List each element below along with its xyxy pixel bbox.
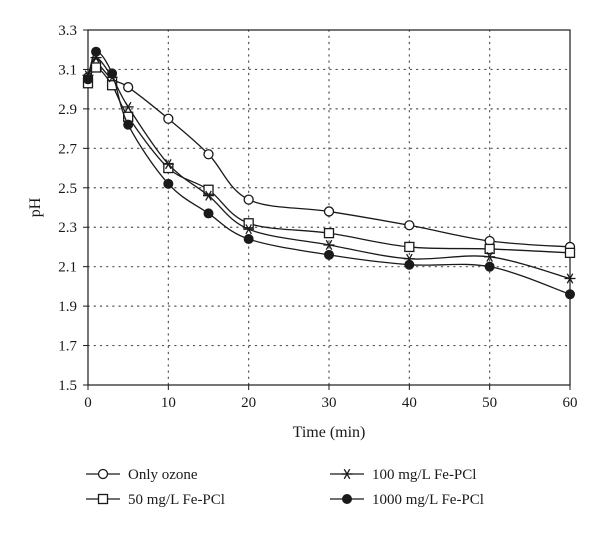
legend-label: 50 mg/L Fe-PCl <box>128 492 225 508</box>
legend-marker <box>97 493 109 505</box>
x-axis-title: Time (min) <box>293 424 366 441</box>
legend-marker <box>342 494 352 504</box>
x-tick-label: 50 <box>482 395 497 411</box>
data-point <box>203 208 214 219</box>
x-tick-label: 40 <box>402 395 417 411</box>
legend-marker <box>341 468 353 480</box>
x-axis: 0 10 20 30 40 50 60 <box>84 385 578 411</box>
data-point <box>203 184 214 195</box>
data-point <box>564 273 576 284</box>
y-axis-title: pH <box>27 197 44 217</box>
data-point <box>404 259 415 270</box>
data-point <box>243 234 254 245</box>
y-tick-label: 3.1 <box>58 62 77 78</box>
data-point <box>324 249 334 260</box>
legend-label: Only ozone <box>128 467 198 483</box>
data-point <box>323 227 335 239</box>
x-tick-label: 60 <box>563 395 578 411</box>
y-tick-label: 2.7 <box>58 141 77 157</box>
data-point <box>564 247 576 259</box>
data-point <box>163 178 174 189</box>
y-tick-label: 1.9 <box>58 299 77 315</box>
y-tick-label: 2.9 <box>58 102 77 118</box>
y-tick-label: 3.3 <box>58 23 77 39</box>
data-point <box>404 241 415 253</box>
series-4 <box>83 46 575 300</box>
data-point <box>203 149 214 160</box>
y-axis: 1.5 1.7 1.9 2.1 2.3 2.5 2.7 2.9 3.1 3.3 <box>58 23 88 394</box>
data-point <box>323 206 335 217</box>
y-tick-label: 1.7 <box>58 339 77 355</box>
data-point <box>91 46 102 57</box>
legend-item: Only ozone <box>86 467 198 483</box>
data-point <box>484 261 495 272</box>
data-point <box>123 82 134 93</box>
data-point <box>203 190 214 201</box>
data-point <box>484 243 495 255</box>
x-tick-label: 0 <box>84 395 92 411</box>
legend-label: 1000 mg/L Fe-PCl <box>372 492 484 508</box>
legend-item: 50 mg/L Fe-PCl <box>86 492 225 508</box>
legend-label: 100 mg/L Fe-PCl <box>372 467 476 483</box>
data-point <box>243 224 255 235</box>
legend-item: 1000 mg/L Fe-PCl <box>330 492 484 508</box>
data-point <box>122 101 134 113</box>
data-point <box>123 119 134 130</box>
y-tick-label: 2.3 <box>58 220 77 236</box>
data-point <box>83 74 93 85</box>
x-tick-label: 30 <box>322 395 337 411</box>
data-point <box>404 220 415 231</box>
data-point <box>243 194 254 205</box>
y-tick-label: 1.5 <box>58 378 77 394</box>
legend-item: 100 mg/L Fe-PCl <box>330 467 476 483</box>
data-point <box>163 113 174 124</box>
y-tick-label: 2.1 <box>58 260 77 276</box>
data-point <box>162 159 174 170</box>
data-point <box>323 239 335 251</box>
data-point <box>243 218 254 229</box>
y-tick-label: 2.5 <box>58 181 77 197</box>
data-point <box>90 62 102 73</box>
series-layer <box>82 46 576 300</box>
legend-marker <box>97 468 109 480</box>
legend: Only ozone 50 mg/L Fe-PCl 100 mg/L Fe-PCl 1… <box>86 467 484 508</box>
x-tick-label: 20 <box>241 395 256 411</box>
data-point <box>107 68 118 79</box>
data-point <box>565 289 575 300</box>
x-tick-label: 10 <box>161 395 176 411</box>
data-point <box>484 251 496 262</box>
